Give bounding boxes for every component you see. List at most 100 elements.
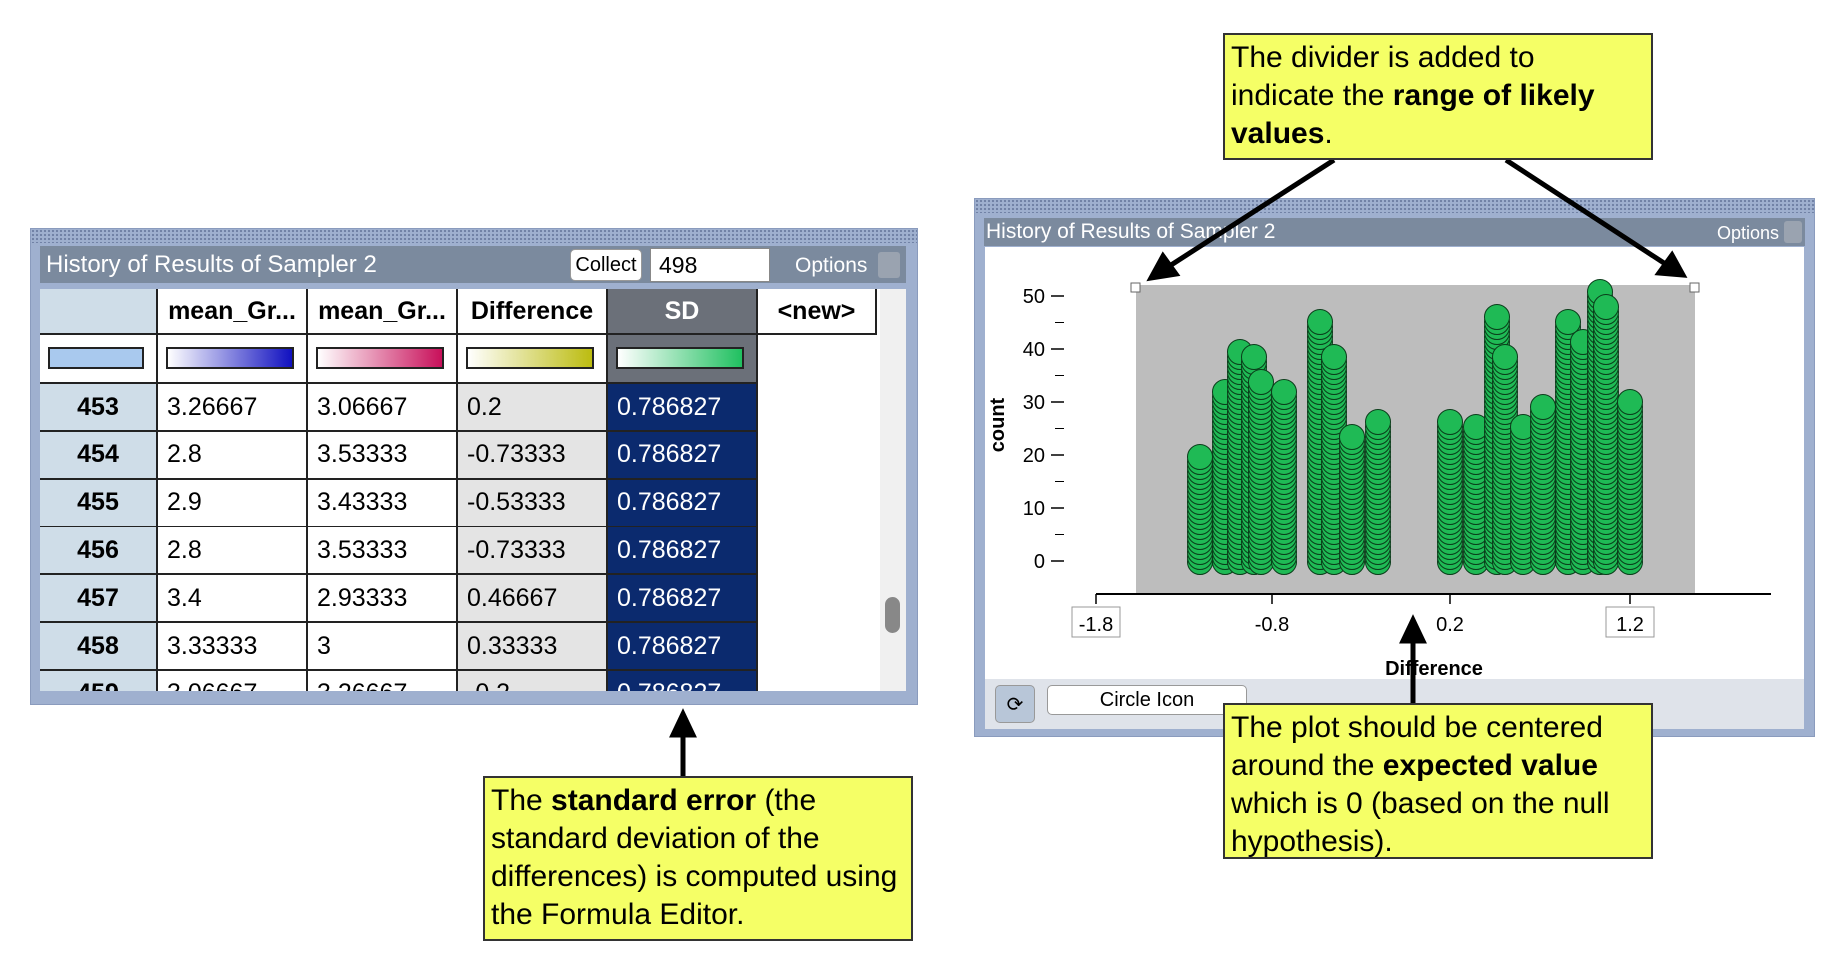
callout-text: (the standard deviation of the differenc… <box>491 784 898 931</box>
table-cell: 3 <box>308 623 458 671</box>
arrow <box>1166 157 1336 270</box>
y-tick-label: 50 <box>1023 286 1045 308</box>
drag-handle[interactable] <box>975 199 1814 213</box>
color-cell <box>458 335 608 384</box>
color-cell <box>40 335 158 384</box>
row-label: 455 <box>40 479 158 528</box>
header-cell <box>40 289 158 335</box>
table-cell: 3.4 <box>158 575 308 624</box>
callout-text: standard error <box>551 784 757 817</box>
color-swatch <box>316 347 444 369</box>
dot-icon <box>1241 344 1267 370</box>
y-tick-label: 40 <box>1023 339 1045 361</box>
header-cell: <new> <box>758 289 877 335</box>
color-cell <box>608 335 758 384</box>
row-label: 457 <box>40 575 158 624</box>
arrowhead <box>669 708 697 738</box>
table-cell: 3.06667 <box>308 384 458 432</box>
table-cell: 3.26667 <box>158 384 308 432</box>
table-cell: 0.786827 <box>608 575 758 624</box>
scrollbar[interactable] <box>880 289 906 691</box>
icon-menu[interactable]: Circle Icon <box>1047 685 1247 715</box>
dot-icon <box>1339 424 1365 450</box>
table-cell: 2.9 <box>158 479 308 528</box>
header-cell: Difference <box>458 289 608 335</box>
callout-text: expected value <box>1382 749 1598 782</box>
dot-icon <box>1492 344 1518 370</box>
collect-button[interactable]: Collect <box>570 249 642 281</box>
x-tick-label: -0.8 <box>1255 614 1289 636</box>
table-cell: 3.33333 <box>158 623 308 671</box>
table-cell: 3.43333 <box>308 479 458 528</box>
refresh-button[interactable]: ⟳ <box>995 685 1035 723</box>
options-menu[interactable]: Options <box>795 254 868 277</box>
color-cell <box>158 335 308 384</box>
y-tick-label: 20 <box>1023 445 1045 467</box>
table-cell: 0.46667 <box>458 575 608 624</box>
table-cell: 2.8 <box>158 527 308 576</box>
arrowhead <box>1654 250 1688 278</box>
callout-text: The <box>491 784 552 817</box>
options-arrow[interactable] <box>878 252 900 278</box>
table-cell: 0.2 <box>458 384 608 432</box>
table-cell: 2.8 <box>158 431 308 480</box>
callout-text: The plot should be centered around the <box>1231 711 1603 782</box>
table-cell: 3.06667 <box>158 670 308 691</box>
divider-handle[interactable] <box>1689 282 1700 293</box>
dot-icon <box>1271 379 1297 405</box>
color-cell <box>308 335 458 384</box>
dot-icon <box>1530 394 1556 420</box>
divider-handle[interactable] <box>1130 282 1141 293</box>
window-title: History of Results of Sampler 2 <box>986 220 1276 243</box>
table-cell: 0.786827 <box>608 670 758 691</box>
dot-icon <box>1248 369 1274 395</box>
row-label: 456 <box>40 527 158 576</box>
table-cell: 0.786827 <box>608 623 758 671</box>
callout: The plot should be centered around the e… <box>1223 703 1653 859</box>
y-tick-label: 10 <box>1023 498 1045 520</box>
dot-icon <box>1484 304 1510 330</box>
x-tick-label: 0.2 <box>1436 614 1464 636</box>
scroll-thumb[interactable] <box>885 597 900 633</box>
dot-icon <box>1593 294 1619 320</box>
callout-text: range of likely values <box>1231 79 1595 150</box>
dot-icon <box>1187 444 1213 470</box>
x-bound-box <box>1071 606 1121 638</box>
dot-icon <box>1555 309 1581 335</box>
table-cell: 3.26667 <box>308 670 458 691</box>
header-cell: SD <box>608 289 758 335</box>
drag-handle[interactable] <box>31 229 917 243</box>
dot-icon <box>1307 309 1333 335</box>
table-cell: 0.786827 <box>608 479 758 528</box>
table-cell: 0.786827 <box>608 384 758 432</box>
table-cell: -0.53333 <box>458 479 608 528</box>
color-swatch <box>466 347 594 369</box>
header-cell: mean_Gr... <box>158 289 308 335</box>
arrowhead <box>1146 251 1181 282</box>
header-cell: mean_Gr... <box>308 289 458 335</box>
table-cell: 3.53333 <box>308 527 458 576</box>
table-cell: 2.93333 <box>308 575 458 624</box>
row-label: 453 <box>40 384 158 432</box>
x-tick-label: -1.8 <box>1079 614 1113 636</box>
table-cell: 3.53333 <box>308 431 458 480</box>
table: mean_Gr... mean_Gr... Difference SD <new> 453… <box>40 289 906 691</box>
x-tick-label: 1.2 <box>1616 614 1644 636</box>
options-menu[interactable]: Options <box>1717 223 1780 243</box>
color-swatch <box>48 347 144 369</box>
table-cell: 0.33333 <box>458 623 608 671</box>
x-bound-box <box>1605 606 1655 638</box>
dot-icon <box>1437 409 1463 435</box>
row-label: 459 <box>40 670 158 691</box>
window-title: History of Results of Sampler 2 <box>46 251 377 278</box>
callout: The standard error (the standard deviati… <box>483 776 913 941</box>
x-axis-label: Difference <box>1385 658 1483 680</box>
table-cell: 0.786827 <box>608 527 758 576</box>
y-tick-label: 0 <box>1034 551 1045 573</box>
table-cell: -0.73333 <box>458 527 608 576</box>
options-arrow[interactable] <box>1784 221 1802 243</box>
collect-count[interactable]: 498 <box>650 248 770 282</box>
table-cell: 0.786827 <box>608 431 758 480</box>
